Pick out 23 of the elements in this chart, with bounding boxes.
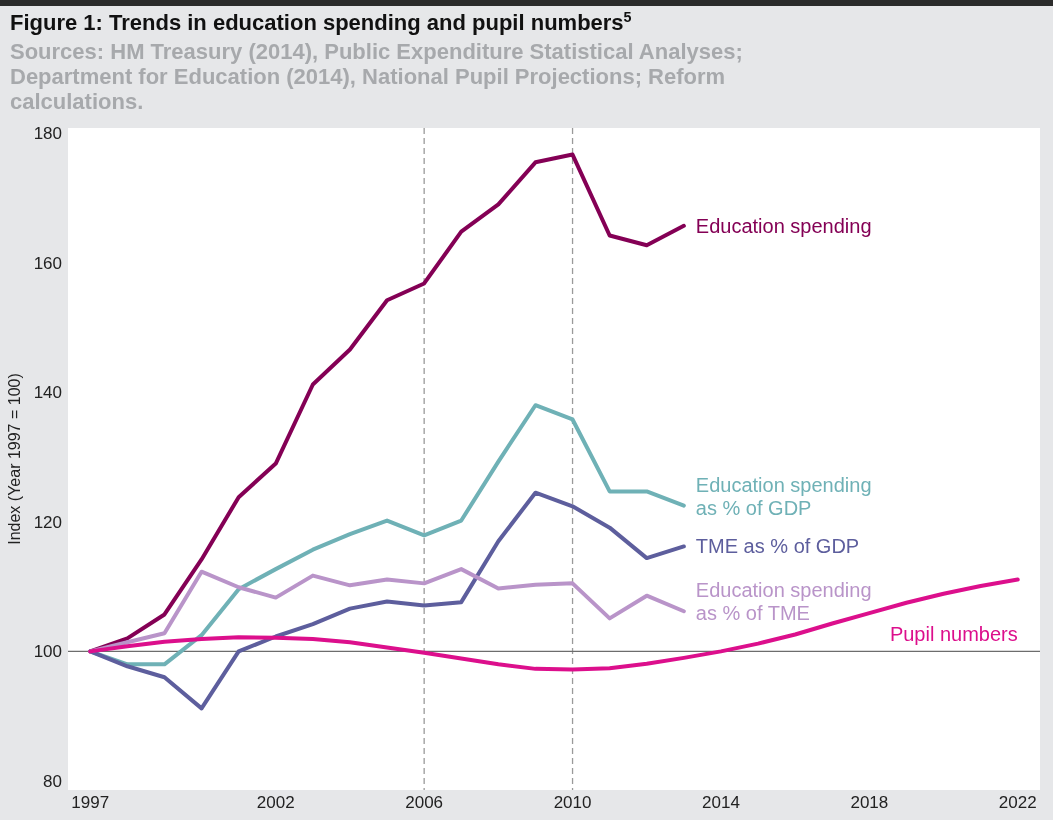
chart-title: Figure 1: Trends in education spending and pupil numbers$^{5}$	[10, 9, 632, 35]
y-tick-label: 140	[33, 383, 62, 403]
y-tick-label: 160	[33, 253, 62, 273]
series-label: Education spending	[695, 214, 872, 237]
y-tick-label: 80	[43, 771, 62, 791]
x-tick-label: 2014	[702, 793, 740, 812]
x-tick-label: 1997	[71, 793, 110, 812]
x-tick-label: 2010	[553, 793, 592, 812]
series-label: Education spending as % of TME	[695, 579, 872, 625]
x-tick-label: 2022	[998, 793, 1037, 812]
series-label: Education spending as % of GDP	[695, 473, 872, 519]
y-tick-label: 120	[33, 512, 62, 532]
x-tick-label: 2002	[256, 793, 295, 812]
x-tick-label: 2018	[850, 793, 889, 812]
line-series	[88, 577, 1020, 672]
x-tick-label: 2006	[405, 793, 444, 812]
y-tick-label: 100	[33, 642, 62, 662]
series-label: TME as % of GDP	[695, 535, 860, 558]
line-series	[88, 490, 686, 711]
series-label: Pupil numbers	[889, 623, 1018, 646]
y-axis-title: Index (Year 1997 = 100)	[6, 373, 23, 545]
chart-subtitle: Sources: HM Treasury (2014), Public Expenditure Statistical Analyses; Department for Education (2014), National Pupil Projections; Reform calculations.	[10, 39, 743, 114]
y-tick-label: 180	[33, 124, 62, 144]
